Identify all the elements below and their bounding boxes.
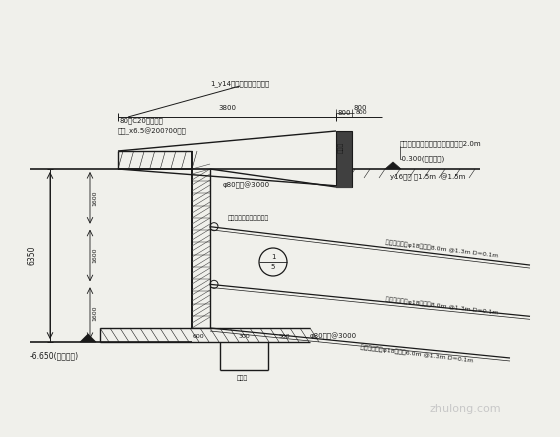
Text: 1600: 1600 (92, 248, 97, 263)
Text: -6.650(水底标高): -6.650(水底标高) (30, 351, 79, 361)
Text: 综合基础层屏硬化覆盖宽度不小于2.0m: 综合基础层屏硬化覆盖宽度不小于2.0m (400, 141, 482, 147)
Text: 1_y14谱归五层手网笼笼隆: 1_y14谱归五层手网笼笼隆 (210, 80, 269, 87)
Text: 600: 600 (192, 333, 204, 339)
Text: 当平山局中毛消层土境面: 当平山局中毛消层土境面 (228, 216, 269, 222)
Text: 1: 1 (270, 254, 276, 260)
Text: 800: 800 (338, 110, 352, 116)
Text: 排水沟: 排水沟 (236, 375, 248, 381)
Text: 筋比_x6.5@200?00囨片: 筋比_x6.5@200?00囨片 (118, 127, 187, 135)
Text: 排水沟: 排水沟 (338, 142, 344, 153)
Text: 80宼C20混凝土层: 80宼C20混凝土层 (120, 118, 164, 124)
Text: φ80水水@3000: φ80水水@3000 (310, 332, 357, 340)
Text: zhulong.com: zhulong.com (430, 404, 502, 414)
Text: 土钉采用钉长φ18锟钉＝8.0m @1.3m D=0.1m: 土钉采用钉长φ18锟钉＝8.0m @1.3m D=0.1m (385, 297, 498, 316)
Text: y16锋筋 ＝1.5m  @1.5m: y16锋筋 ＝1.5m @1.5m (390, 173, 465, 180)
Text: -0.300(场地标高): -0.300(场地标高) (400, 156, 445, 162)
Text: 土钉采用钉长φ18锟钉＝6.0m @1.3m D=0.1m: 土钉采用钉长φ18锟钉＝6.0m @1.3m D=0.1m (360, 344, 474, 364)
Text: 1600: 1600 (92, 190, 97, 205)
Text: 5: 5 (271, 264, 275, 270)
Text: φ80水水@3000: φ80水水@3000 (223, 181, 270, 189)
Text: 500: 500 (278, 333, 290, 339)
Text: 300: 300 (238, 333, 250, 339)
Polygon shape (385, 162, 401, 169)
Polygon shape (80, 334, 96, 342)
Text: 6350: 6350 (27, 246, 36, 265)
Text: 800: 800 (356, 111, 367, 115)
Text: 3800: 3800 (218, 105, 236, 111)
Text: 800: 800 (354, 105, 367, 111)
Text: 土钉采用钉长φ18锟钉＝8.0m @1.3m D=0.1m: 土钉采用钉长φ18锟钉＝8.0m @1.3m D=0.1m (385, 239, 498, 258)
Bar (336, 131, 352, 187)
Text: 1600: 1600 (92, 305, 97, 321)
